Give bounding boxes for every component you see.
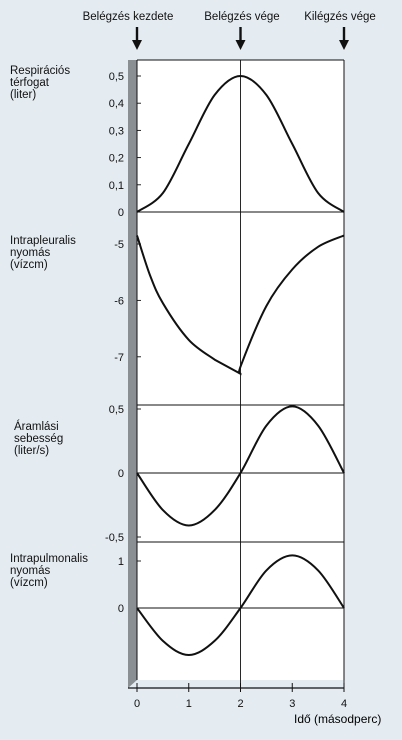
x-tick-label-3: 3	[289, 698, 295, 710]
volume-tick-label-5: 0	[118, 207, 124, 219]
volume-label-line-2: (liter)	[10, 89, 36, 101]
airflow-tick-label-2: -0,5	[105, 532, 124, 544]
alveolar-label-line-0: Intrapulmonalis	[10, 553, 88, 565]
x-tick-label-0: 0	[134, 698, 140, 710]
pleural-curve	[136, 234, 345, 376]
volume-curve	[136, 74, 345, 213]
axis-3d-shadow	[128, 60, 137, 688]
pleural-label-line-0: Intrapleuralis	[10, 235, 76, 247]
event-arrow-head-2	[339, 40, 349, 50]
pleural-tick-label-1: -6	[114, 295, 124, 307]
airflow-label-line-1: sebesség	[14, 433, 63, 445]
x-tick-label-4: 4	[341, 698, 347, 710]
event-markers: Belégzés kezdete Belégzés vége Kilégzés vé…	[83, 11, 376, 50]
curves	[136, 74, 345, 657]
airflow-label-line-2: (liter/s)	[14, 445, 49, 457]
event-label-2: Kilégzés vége	[304, 11, 376, 23]
airflow-tick-label-1: 0	[118, 468, 124, 480]
volume-tick-label-4: 0,1	[109, 180, 124, 192]
volume-label-line-1: térfogat	[10, 77, 50, 89]
x-axis-title: Idő (másodperc)	[294, 712, 381, 726]
alveolar-label-line-1: nyomás	[10, 565, 51, 577]
event-label-0: Belégzés kezdete	[83, 11, 174, 23]
volume-tick-label-1: 0,4	[109, 98, 124, 110]
x-tick-label-2: 2	[237, 698, 243, 710]
pleural-label-line-1: nyomás	[10, 247, 51, 259]
pleural-tick-label-0: -5	[114, 239, 124, 251]
airflow-label-line-0: Áramlási	[14, 420, 59, 433]
pleural-tick-label-2: -7	[114, 352, 124, 364]
event-arrow-head-0	[132, 40, 142, 50]
airflow-curve	[136, 405, 345, 527]
event-arrow-head-1	[235, 40, 246, 50]
x-tick-label-1: 1	[186, 698, 192, 710]
alveolar-tick-label-1: 0	[118, 603, 124, 615]
alveolar-tick-label-0: 1	[118, 556, 124, 568]
volume-tick-label-2: 0,3	[109, 125, 124, 137]
airflow-tick-label-0: 0,5	[109, 404, 124, 416]
x-axis: 0 1 2 3 4	[128, 683, 347, 710]
alveolar-curve	[136, 554, 345, 657]
volume-label-line-0: Respirációs	[10, 65, 70, 77]
alveolar-label-line-2: (vízcm)	[10, 577, 48, 589]
volume-tick-label-0: 0,5	[109, 71, 124, 83]
event-label-1: Belégzés vége	[204, 11, 279, 23]
pleural-label-line-2: (vízcm)	[10, 259, 48, 271]
volume-tick-label-3: 0,2	[109, 153, 124, 165]
grid-lines	[136, 59, 345, 688]
